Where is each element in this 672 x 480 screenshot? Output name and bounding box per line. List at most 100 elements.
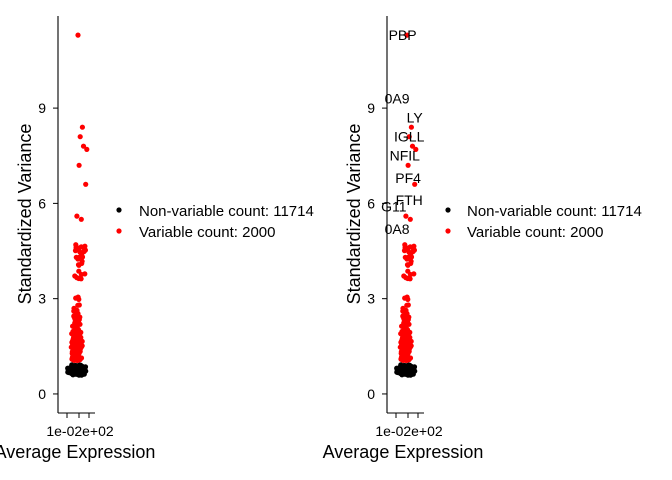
panel-1-point-variable [72, 248, 79, 254]
panel-1-point-variable [75, 262, 82, 268]
panel-1-point-variable-outlier [79, 124, 85, 130]
panel-2-point-variable [411, 243, 417, 249]
panel-2-gene-label: 0A8 [385, 221, 410, 237]
panel-2-y-ticks: 0 3 6 9 [367, 100, 387, 402]
panel-1-point-variable [78, 276, 84, 282]
panel-2-point-variable [404, 302, 410, 308]
panel-1-y-tick-label: 3 [38, 291, 46, 307]
panel-2-gene-label: PF4 [395, 170, 421, 186]
panel-1-legend-key-variable [116, 228, 122, 234]
panel-1-point-variable [73, 330, 79, 336]
panel-1-point-variable [75, 302, 81, 308]
panel-2-gene-label: LY [407, 110, 424, 126]
panel-1-point-variable [75, 256, 81, 262]
panel-2-point-variable-outlier [407, 216, 413, 222]
panel-1-y-axis-title: Standardized Variance [15, 124, 35, 305]
panel-2-point-variable [403, 307, 409, 313]
panel-1-y-tick-label: 6 [38, 195, 46, 211]
panel-1-point-variable-outlier [73, 242, 79, 248]
panel-2-legend-key-non-variable [445, 207, 451, 213]
panel-2-point-variable [401, 273, 407, 279]
panel-1-point-variable [82, 247, 88, 253]
panel-1-x-tick-label: 1e-02e+02 [46, 423, 114, 439]
panel-2-point-variable-outlier [413, 146, 419, 152]
panel-1-point-variable-outlier [78, 216, 84, 222]
panel-1-y-ticks: 0 3 6 9 [38, 100, 58, 402]
panel-2-legend-label-variable: Variable count: 2000 [467, 224, 604, 241]
panel-2-point-variable [404, 262, 411, 268]
panel-1-point-variable [71, 314, 77, 320]
panel-2-y-tick-label: 3 [367, 291, 375, 307]
panel-1-point-variable [82, 243, 88, 249]
panel-2-point-variable [401, 345, 407, 351]
panel-2-gene-label: PBP [389, 27, 417, 43]
panel-1-point-variable [72, 354, 78, 360]
panel-2-point-variable [407, 344, 413, 350]
panel-1-legend-label-variable: Variable count: 2000 [139, 224, 276, 241]
panel-2-gene-label: FTH [396, 192, 423, 208]
panel-1-point-variable-outlier [74, 213, 80, 219]
panel-2-y-tick-label: 9 [367, 100, 375, 116]
panel-1-legend: Non-variable count: 11714 Variable count… [116, 203, 314, 241]
panel-2-point-variable-outlier [405, 162, 411, 168]
panel-1-point-variable [78, 344, 84, 350]
panel-2-point-variable [405, 296, 411, 302]
panel-2-point-non-variable [399, 366, 405, 372]
panel-1-x-ticks: 1e-02e+02 [46, 413, 114, 439]
panel-1-point-variable [69, 350, 75, 356]
panel-2-point-variable-outlier [403, 213, 409, 219]
panel-1-legend-label-non-variable: Non-variable count: 11714 [139, 203, 314, 220]
panel-1-point-variable [72, 321, 78, 328]
panel-2-x-axis-title: Average Expression [323, 442, 484, 462]
panel-2-point-variable [398, 350, 404, 356]
panel-2-gene-label: G11 [381, 199, 407, 215]
panel-1: 0 3 6 9 1e-02e+02 Average Expression Standa… [0, 16, 314, 462]
panel-1-point-variable [79, 252, 85, 258]
panel-2-point-variable-outlier [412, 181, 418, 187]
panel-1-points [65, 32, 90, 378]
panel-1-point-variable-outlier [77, 134, 83, 140]
panel-2-point-variable-outlier [406, 134, 412, 140]
panel-1-point-variable [72, 345, 78, 351]
panel-2-point-variable [408, 252, 414, 258]
panel-2-point-variable-outlier [404, 32, 410, 38]
panel-2-gene-label: 0A9 [385, 91, 410, 107]
panel-2-point-variable [404, 256, 410, 262]
panel-1-point-variable [76, 296, 82, 302]
panel-2-x-tick-label: 1e-02e+02 [375, 423, 443, 439]
panel-2-point-variable [401, 354, 407, 360]
panel-2-legend-label-non-variable: Non-variable count: 11714 [467, 203, 642, 220]
panel-1-point-variable-outlier [84, 146, 90, 152]
panel-1-point-variable [72, 273, 78, 279]
panel-1-x-axis-title: Average Expression [0, 442, 155, 462]
panel-2-x-ticks: 1e-02e+02 [375, 413, 443, 439]
panel-1-point-variable [82, 271, 88, 277]
panel-1-point-variable-outlier [80, 143, 87, 149]
panel-1-point-variable-outlier [75, 32, 81, 38]
panel-2-y-tick-label: 6 [367, 195, 375, 211]
panel-1-point-non-variable [74, 367, 80, 373]
panel-2-legend: Non-variable count: 11714 Variable count… [445, 203, 642, 241]
panel-2-point-variable [401, 321, 407, 328]
panel-1-point-variable [77, 333, 83, 339]
panel-2-y-tick-label: 0 [367, 386, 375, 402]
panel-2-point-variable-outlier [408, 124, 414, 130]
panel-2-gene-label: NFIL [390, 148, 421, 164]
panel-1-point-variable [74, 307, 80, 313]
panel-2-point-variable [402, 330, 408, 336]
panel-1-y-tick-label: 0 [38, 386, 46, 402]
panel-2-y-axis-title: Standardized Variance [344, 124, 364, 305]
panel-2-point-variable [406, 333, 412, 339]
panel-2-points [394, 32, 419, 378]
panel-2-point-non-variable [403, 367, 409, 373]
panel-1-point-variable-outlier [83, 181, 89, 187]
panel-1-legend-key-non-variable [116, 207, 122, 213]
panel-1-point-non-variable [70, 366, 76, 372]
panel-2-point-variable [411, 271, 417, 277]
panel-2-point-variable [401, 248, 408, 254]
panel-2-point-variable-outlier [402, 242, 408, 248]
panel-2-legend-key-variable [445, 228, 451, 234]
